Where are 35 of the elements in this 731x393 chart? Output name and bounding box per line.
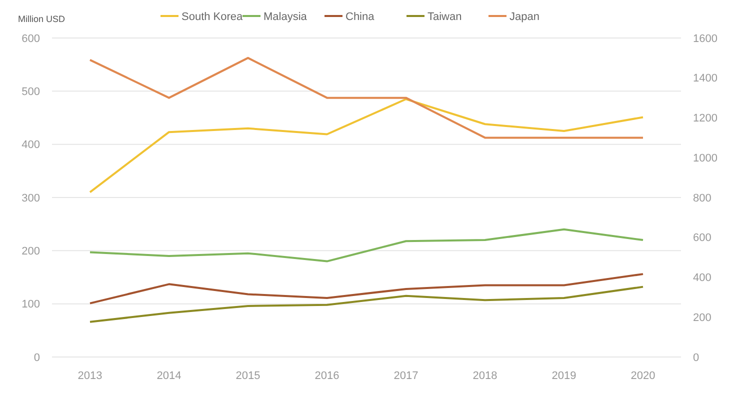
y2-tick-label: 1000: [693, 152, 718, 164]
y2-tick-label: 0: [693, 352, 700, 364]
legend-label: Taiwan: [428, 10, 462, 23]
y-tick-label: 300: [22, 192, 40, 204]
y-tick-label: 500: [22, 86, 40, 98]
y2-tick-label: 200: [693, 312, 712, 324]
y2-tick-label: 400: [693, 272, 712, 284]
line-series: [89, 228, 644, 262]
x-tick-label: 2013: [78, 370, 102, 382]
line-series: [89, 286, 644, 323]
x-tick-label: 2014: [156, 370, 182, 382]
legend-label: Malaysia: [264, 10, 308, 23]
y-tick-label: 400: [22, 139, 40, 152]
x-tick-label: 2015: [236, 370, 260, 382]
y-axis-title: Million USD: [18, 14, 66, 24]
y2-tick-label: 800: [693, 192, 712, 204]
y-tick-label: 0: [34, 352, 40, 364]
x-tick-label: 2020: [630, 370, 656, 382]
line-series: [89, 98, 644, 194]
x-tick-label: 2019: [552, 370, 576, 382]
x-tick-label: 2017: [394, 370, 418, 382]
legend-label: Japan: [510, 10, 540, 23]
y-tick-label: 200: [22, 246, 40, 258]
y2-tick-label: 600: [693, 232, 712, 244]
line-series: [89, 56, 644, 139]
legend-label: South Korea: [182, 10, 244, 23]
y-tick-label: 600: [22, 32, 40, 45]
y2-tick-label: 1400: [693, 72, 718, 85]
y-tick-label: 100: [22, 298, 40, 311]
line-series: [89, 273, 644, 304]
y2-tick-label: 1200: [693, 112, 718, 125]
x-tick-label: 2018: [472, 370, 498, 382]
y2-tick-label: 1600: [693, 32, 718, 45]
x-tick-label: 2016: [314, 370, 340, 382]
legend-label: China: [346, 10, 376, 23]
